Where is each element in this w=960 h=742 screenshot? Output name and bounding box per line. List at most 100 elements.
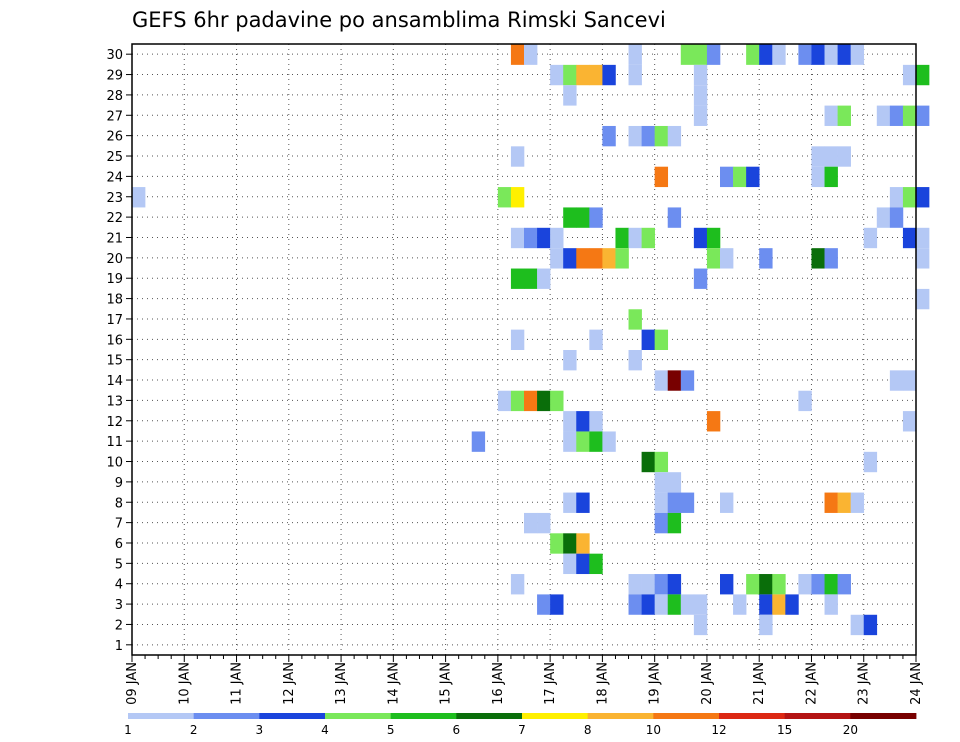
heatmap-cell — [746, 574, 760, 595]
y-tick-label: 4 — [115, 578, 123, 593]
heatmap-cell — [824, 574, 838, 595]
heatmap-cell — [628, 574, 642, 595]
heatmap-cell — [916, 227, 930, 249]
heatmap-cell — [628, 64, 642, 86]
heatmap-cell — [550, 594, 564, 615]
heatmap-cell — [785, 594, 799, 615]
heatmap-cell — [628, 350, 642, 371]
heatmap-cell — [510, 268, 525, 289]
heatmap-cell — [811, 44, 825, 65]
heatmap-cell — [706, 411, 721, 432]
y-tick-label: 27 — [106, 109, 123, 124]
heatmap-cell — [772, 594, 786, 615]
legend-label: 12 — [711, 723, 726, 737]
heatmap-cell — [654, 166, 669, 188]
legend-label: 4 — [321, 723, 329, 737]
heatmap-cell — [759, 594, 773, 615]
legend-swatch — [456, 713, 523, 719]
heatmap-cell — [654, 370, 669, 391]
x-tick-label: 13 JAN — [334, 662, 349, 705]
legend-swatch — [325, 713, 392, 719]
heatmap-cell — [720, 492, 734, 513]
heatmap-cell — [824, 166, 838, 188]
y-tick-label: 6 — [115, 537, 123, 552]
y-axis: 1234567891011121314151617181920212223242… — [106, 48, 132, 654]
heatmap-cell — [537, 268, 551, 289]
heatmap-cell — [759, 44, 773, 65]
y-tick-label: 13 — [106, 394, 123, 409]
legend-label: 3 — [256, 723, 264, 737]
heatmap-cell — [693, 268, 708, 289]
heatmap-cell — [759, 248, 773, 269]
y-tick-label: 23 — [106, 191, 123, 206]
heatmap-cell — [667, 125, 682, 147]
heatmap-cell — [628, 594, 642, 615]
heatmap-cell — [746, 44, 760, 65]
heatmap-cell — [576, 64, 590, 86]
heatmap-cell — [746, 166, 760, 188]
legend-label: 2 — [190, 723, 198, 737]
heatmap-cell — [589, 329, 603, 350]
heatmap-cell — [824, 248, 838, 269]
y-tick-label: 28 — [106, 89, 123, 104]
legend: 1 2 3 4 5 6 7 8 10 12 15 20 — [124, 713, 917, 737]
heatmap-cell — [693, 105, 708, 126]
legend-swatch — [259, 713, 326, 719]
heatmap-cell — [628, 125, 642, 147]
heatmap-cell — [811, 574, 825, 595]
x-tick-label: 20 JAN — [700, 662, 715, 705]
legend-swatch — [390, 713, 457, 719]
heatmap-cell — [876, 207, 891, 228]
heatmap-cell — [902, 187, 917, 208]
y-tick-label: 2 — [115, 618, 123, 633]
heatmap-cell — [889, 187, 904, 208]
heatmap-cell — [693, 64, 708, 86]
y-tick-label: 10 — [106, 456, 123, 471]
y-tick-label: 16 — [106, 333, 123, 348]
heatmap-cell — [772, 574, 786, 595]
heatmap-cell — [576, 492, 590, 513]
heatmap-cell — [693, 614, 708, 636]
heatmap-cell — [550, 390, 564, 412]
heatmap-cell — [563, 411, 577, 432]
heatmap-cell — [615, 248, 629, 269]
heatmap-cell — [837, 574, 851, 595]
y-tick-label: 24 — [106, 170, 123, 185]
heatmap-cell — [837, 492, 851, 513]
heatmap-cell — [589, 64, 603, 86]
heatmap-cell — [863, 227, 878, 249]
x-tick-label: 19 JAN — [648, 662, 663, 705]
heatmap-cell — [680, 492, 695, 513]
heatmap-cell — [667, 370, 682, 391]
heatmap-cell — [510, 227, 525, 249]
gridlines — [132, 44, 916, 655]
heatmap-cell — [654, 574, 669, 595]
heatmap-cell — [550, 248, 564, 269]
chart-title: GEFS 6hr padavine po ansamblima Rimski S… — [132, 8, 666, 32]
heatmap-cell — [563, 431, 577, 452]
legend-label: 6 — [453, 723, 461, 737]
heatmap-cell — [837, 105, 851, 126]
heatmap-cell — [602, 125, 616, 147]
heatmap-cell — [902, 411, 917, 432]
heatmap-cell — [811, 166, 825, 188]
legend-swatch — [128, 713, 195, 719]
x-tick-label: 24 JAN — [909, 662, 924, 705]
heatmap-cell — [563, 248, 577, 269]
heatmap-cell — [641, 125, 655, 147]
heatmap-cell — [876, 105, 891, 126]
y-tick-label: 9 — [115, 476, 123, 491]
heatmap-cell — [654, 492, 669, 513]
heatmap-cell — [576, 553, 590, 575]
legend-label: 1 — [124, 723, 132, 737]
x-tick-label: 11 JAN — [230, 662, 245, 705]
heatmap-cell — [902, 105, 917, 126]
y-tick-label: 3 — [115, 598, 123, 613]
heatmap-cell — [471, 431, 486, 452]
heatmap-cell — [733, 166, 747, 188]
x-axis: 09 JAN 10 JAN 11 JAN 12 JAN 13 JAN 14 JAN 15 J… — [125, 655, 924, 705]
heatmap-cell — [916, 187, 930, 208]
x-tick-label: 10 JAN — [177, 662, 192, 705]
legend-swatch — [587, 713, 654, 719]
